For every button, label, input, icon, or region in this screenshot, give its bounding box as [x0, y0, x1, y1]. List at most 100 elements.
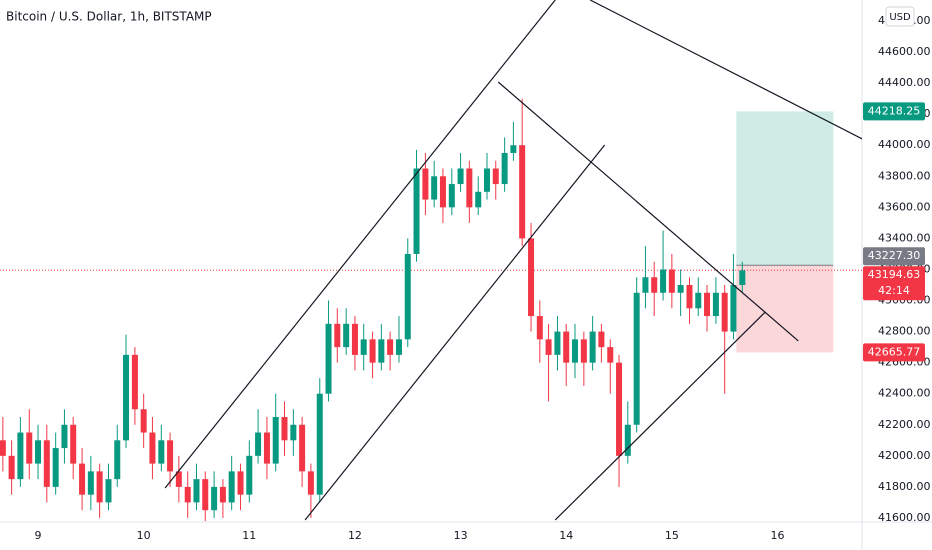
candle-body [633, 292, 640, 425]
candle-body [466, 168, 473, 208]
y-tick-label: 43400.00 [878, 231, 931, 244]
candle-body [35, 440, 42, 464]
candle-body [263, 432, 270, 464]
candle-body [395, 339, 402, 355]
candle-body [316, 393, 323, 495]
candle-body [246, 455, 253, 495]
candle-body [589, 331, 596, 363]
candle-body [660, 269, 667, 293]
axes: 41600.00 41800.00 42000.00 42200.00 42400.00… [35, 14, 931, 542]
x-tick-label: 12 [348, 529, 362, 542]
y-tick-label: 41800.00 [878, 480, 931, 493]
currency-label[interactable]: USD [889, 12, 911, 23]
candle-body [721, 292, 728, 332]
candle-body [528, 238, 535, 317]
candle-body [475, 191, 482, 208]
candle-body [167, 440, 174, 472]
candle-body [96, 471, 103, 503]
profit-zone [736, 111, 834, 266]
y-tick-label: 42400.00 [878, 387, 931, 400]
candle-body [184, 486, 191, 503]
candle-body [299, 424, 306, 472]
candle-body [387, 339, 394, 355]
currency-button[interactable] [885, 6, 915, 27]
candle-body [237, 471, 244, 495]
candle-body [431, 176, 438, 200]
candle-body [281, 417, 288, 441]
candle-body [8, 455, 15, 480]
candle-body [651, 277, 658, 293]
x-tick-label: 15 [665, 529, 679, 542]
candle-body [571, 339, 578, 363]
x-tick-label: 11 [242, 529, 256, 542]
candle-body [492, 168, 499, 185]
x-tick-label: 14 [559, 529, 573, 542]
candle-body [211, 486, 218, 511]
y-tick-label: 44000.00 [878, 138, 931, 151]
candle-body [677, 284, 684, 293]
stop-price-tag-box [863, 343, 925, 362]
candle-body [686, 284, 693, 309]
candle-body [52, 448, 59, 487]
candle-body [712, 292, 719, 317]
candle-body [228, 471, 235, 503]
candle-body [448, 184, 455, 208]
x-tick-label: 13 [454, 529, 468, 542]
y-tick-label: 43600.00 [878, 200, 931, 213]
candle-body [140, 409, 147, 433]
candle-body [457, 168, 464, 185]
chart-title: Bitcoin / U.S. Dollar, 1h, BITSTAMP [6, 10, 212, 24]
candle-body [413, 168, 420, 254]
x-tick-label: 16 [770, 529, 784, 542]
candle-body [624, 424, 631, 456]
candle-body [343, 323, 350, 348]
candle-body [483, 168, 490, 192]
y-tick-label: 42200.00 [878, 418, 931, 431]
y-tick-label: 42000.00 [878, 449, 931, 462]
last-price-tag-countdown: 42:14 [878, 284, 910, 297]
entry-price-tag-box [863, 247, 925, 266]
candle-body [0, 440, 6, 456]
candle-body [175, 471, 182, 487]
candle-body [580, 339, 587, 363]
last-price-tag-box [863, 266, 925, 301]
candle-body [79, 463, 86, 495]
candle-body [607, 347, 614, 363]
candle-body [149, 432, 156, 464]
candle-body [695, 292, 702, 309]
target-price-tag-text: 44218.25 [868, 104, 921, 117]
y-tick-label: 44400.00 [878, 76, 931, 89]
candle-body [114, 440, 121, 480]
candle-body [219, 486, 226, 503]
candle-body [598, 331, 605, 348]
candle-body [360, 339, 367, 355]
candle-body [730, 284, 737, 332]
candle-body [158, 440, 165, 464]
candle-body [545, 339, 552, 355]
candle-body [369, 339, 376, 363]
candle-body [272, 417, 279, 464]
candle-body [501, 152, 508, 185]
candle-body [404, 253, 411, 340]
entry-price-tag-text: 43227.30 [868, 249, 921, 262]
candle-body [131, 354, 138, 410]
y-tick-label: 42800.00 [878, 325, 931, 338]
candle-body [105, 479, 112, 503]
candle-body [642, 277, 649, 293]
trend-line [497, 81, 799, 342]
candle-body [536, 316, 543, 340]
trend-line [304, 144, 606, 521]
x-tick-label: 10 [137, 529, 151, 542]
candle-body [255, 432, 262, 456]
candle-body [378, 339, 385, 363]
candle-body [325, 323, 332, 394]
y-tick-label: 44600.00 [878, 45, 931, 58]
candle-body [616, 362, 623, 456]
candle-body [202, 479, 209, 511]
candle-body [668, 269, 675, 293]
candle-body [61, 424, 68, 449]
trend-line [589, 0, 862, 140]
candle-body [87, 471, 94, 495]
last-price-tag-text: 43194.63 [868, 268, 921, 281]
candle-body [17, 432, 24, 480]
